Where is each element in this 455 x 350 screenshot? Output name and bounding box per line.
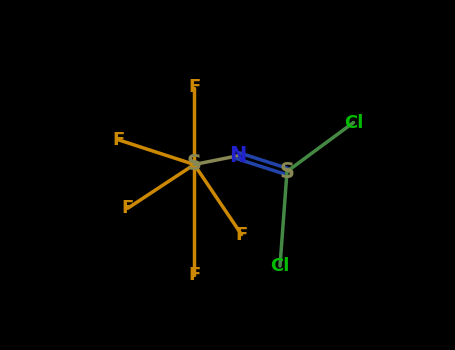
Text: S: S xyxy=(187,154,202,175)
Text: F: F xyxy=(121,199,134,217)
Text: F: F xyxy=(188,266,200,284)
Text: F: F xyxy=(188,78,200,97)
Text: S: S xyxy=(279,161,294,182)
Text: F: F xyxy=(113,131,125,149)
Text: Cl: Cl xyxy=(270,257,290,275)
Text: N: N xyxy=(229,146,247,166)
Text: Cl: Cl xyxy=(344,113,363,132)
Text: F: F xyxy=(235,225,248,244)
